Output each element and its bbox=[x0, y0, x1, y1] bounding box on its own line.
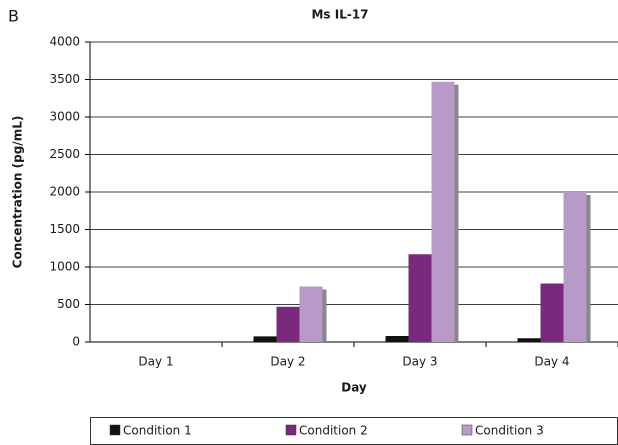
y-tick-label: 3500 bbox=[49, 72, 80, 86]
legend-label: Condition 1 bbox=[123, 424, 192, 438]
bar bbox=[385, 336, 409, 342]
y-tick-label: 500 bbox=[57, 297, 80, 311]
y-tick-label: 1500 bbox=[49, 222, 80, 236]
legend-swatch bbox=[285, 424, 297, 436]
bar bbox=[276, 306, 300, 342]
y-tick-label: 4000 bbox=[49, 35, 80, 49]
x-axis-label: Day bbox=[341, 381, 367, 395]
bar bbox=[540, 283, 564, 342]
bar bbox=[431, 81, 455, 342]
bar bbox=[253, 336, 277, 342]
legend-label: Condition 2 bbox=[299, 424, 368, 438]
chart-title: Ms IL-17 bbox=[311, 8, 368, 22]
bar bbox=[563, 192, 587, 342]
x-tick-label: Day 1 bbox=[138, 355, 173, 369]
y-tick-label: 0 bbox=[72, 335, 80, 349]
y-axis-label: Concentration (pg/mL) bbox=[11, 116, 25, 269]
y-tick-label: 1000 bbox=[49, 260, 80, 274]
bar bbox=[517, 338, 541, 342]
legend-label: Condition 3 bbox=[475, 424, 544, 438]
x-tick-label: Day 4 bbox=[534, 355, 569, 369]
x-tick-label: Day 2 bbox=[270, 355, 305, 369]
y-tick-label: 2500 bbox=[49, 147, 80, 161]
legend-swatch bbox=[461, 424, 473, 436]
bar bbox=[299, 286, 323, 342]
panel-label: B bbox=[8, 7, 19, 26]
y-tick-label: 2000 bbox=[49, 185, 80, 199]
x-tick-label: Day 3 bbox=[402, 355, 437, 369]
y-tick-label: 3000 bbox=[49, 110, 80, 124]
bar bbox=[408, 254, 432, 342]
legend-swatch bbox=[109, 424, 121, 436]
